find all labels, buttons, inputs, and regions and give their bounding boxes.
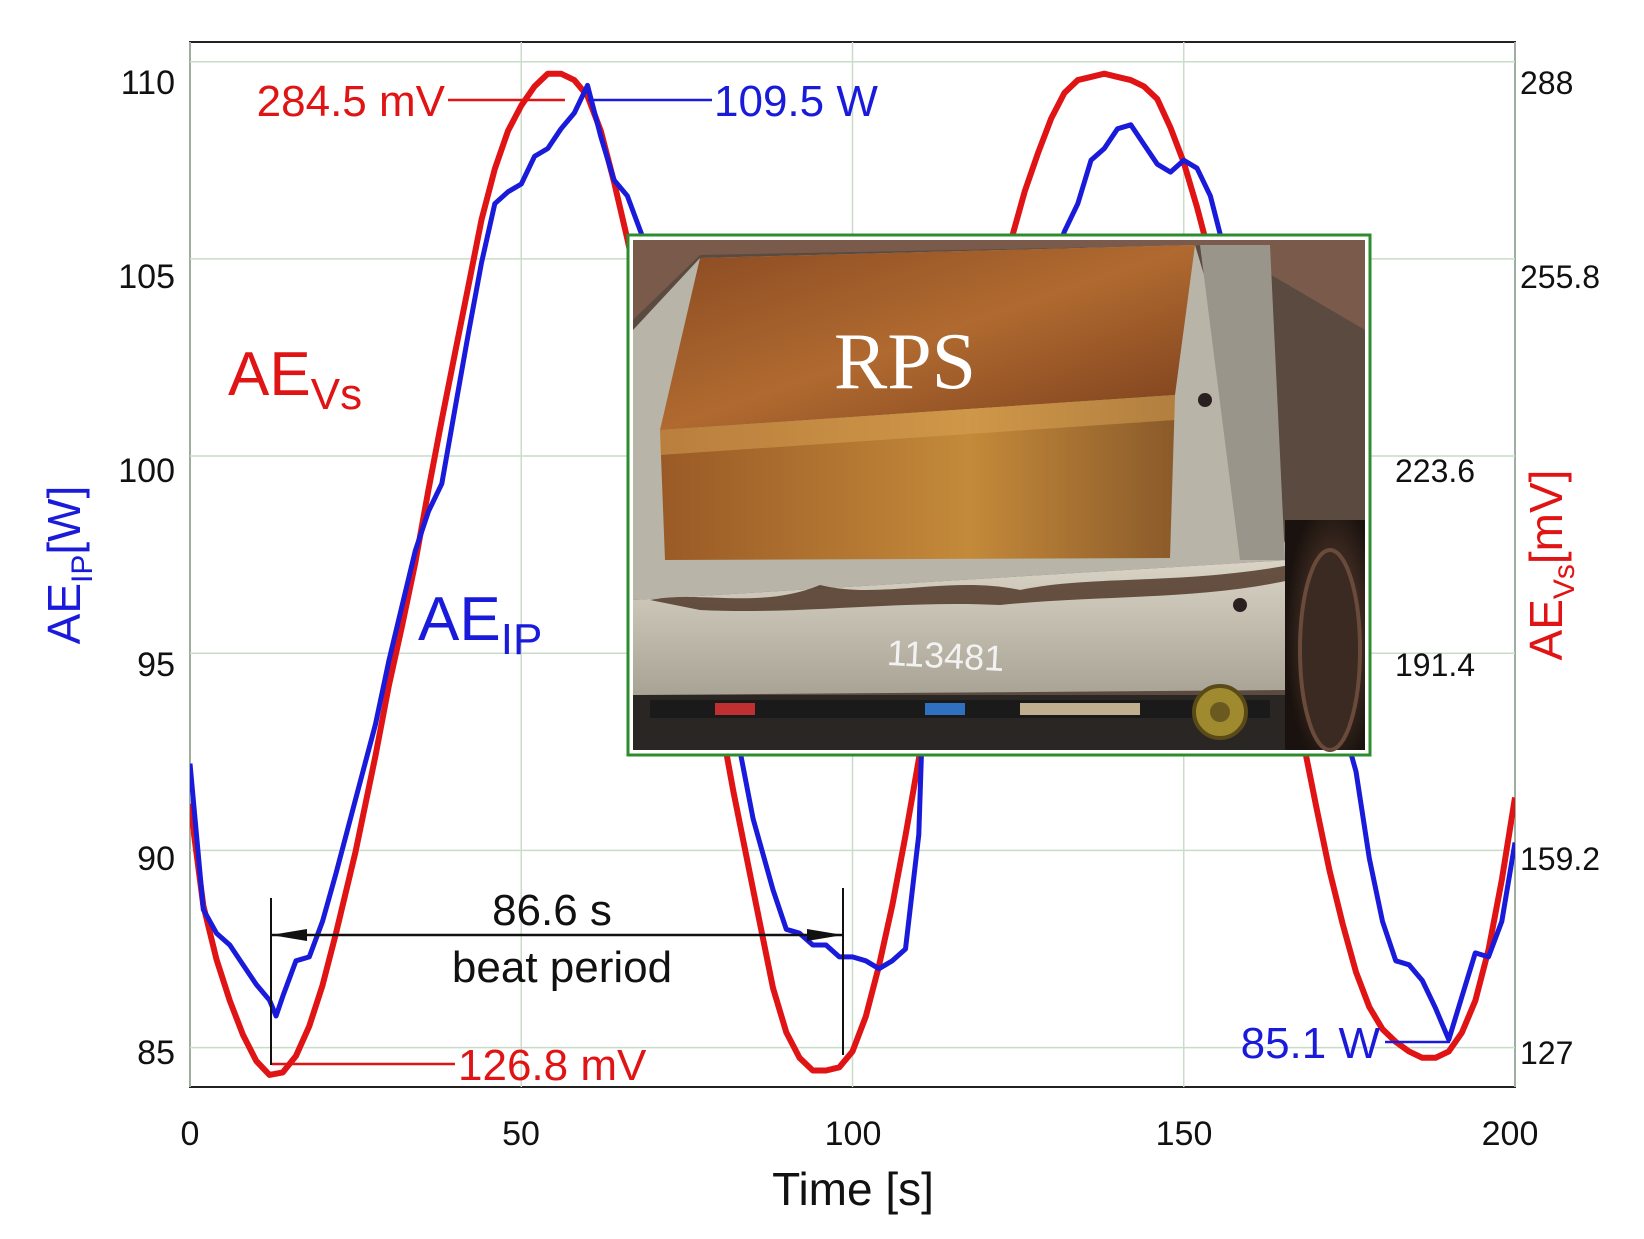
x-tick-labels: 0 50 100 150 200 <box>181 1115 1539 1153</box>
series-label-ae-ip: AEIP <box>418 585 542 664</box>
y-right-tick-label: 159.2 <box>1520 841 1600 877</box>
y-right-tick-labels: 127 159.2 191.4 223.6 255.8 288 <box>1395 65 1600 1071</box>
y-left-tick-label: 85 <box>137 1034 175 1072</box>
annotation-min-ip-label: 85.1 W <box>1241 1019 1381 1068</box>
y-left-tick-label: 100 <box>118 452 175 490</box>
photo-label: RPS <box>834 318 976 406</box>
y-left-tick-label: 90 <box>137 840 175 878</box>
beat-period-annotation: 86.6 s beat period <box>270 886 844 1065</box>
y-left-tick-label: 105 <box>118 258 175 296</box>
x-axis-title: Time [s] <box>772 1163 934 1215</box>
x-tick-label: 0 <box>181 1115 200 1153</box>
x-tick-label: 50 <box>502 1115 540 1153</box>
x-tick-label: 100 <box>825 1115 882 1153</box>
y-right-tick-label: 288 <box>1520 65 1573 101</box>
y-right-tick-label: 223.6 <box>1395 453 1475 489</box>
plate-number: 113481 <box>886 632 1005 679</box>
x-tick-label: 150 <box>1156 1115 1213 1153</box>
inset-photo: RPS 113481 <box>626 233 1372 757</box>
beat-period-value: 86.6 s <box>492 886 612 935</box>
y-right-tick-label: 191.4 <box>1395 647 1475 683</box>
annotation-max-vs-label: 284.5 mV <box>257 77 446 126</box>
series-label-ae-vs: AEVs <box>228 340 362 419</box>
annotation-max-vs: 284.5 mV <box>257 77 565 126</box>
y-left-tick-label: 110 <box>121 64 175 102</box>
annotation-min-vs: 126.8 mV <box>272 1041 647 1090</box>
annotation-max-ip-label: 109.5 W <box>714 77 878 126</box>
y-right-tick-label: 127 <box>1520 1035 1573 1071</box>
x-tick-label: 200 <box>1482 1115 1539 1153</box>
beat-period-label: beat period <box>452 943 672 992</box>
y-left-tick-labels: 85 90 95 100 105 110 <box>118 64 175 1072</box>
annotation-min-ip: 85.1 W <box>1241 1019 1450 1068</box>
y-right-tick-label: 255.8 <box>1520 259 1600 295</box>
y-left-axis-title: AEIP[W] <box>38 486 99 645</box>
y-left-tick-label: 95 <box>137 646 175 684</box>
annotation-min-vs-label: 126.8 mV <box>458 1041 647 1090</box>
annotation-max-ip: 109.5 W <box>588 77 878 126</box>
y-right-axis-title: AEVs[mV] <box>1520 470 1581 661</box>
